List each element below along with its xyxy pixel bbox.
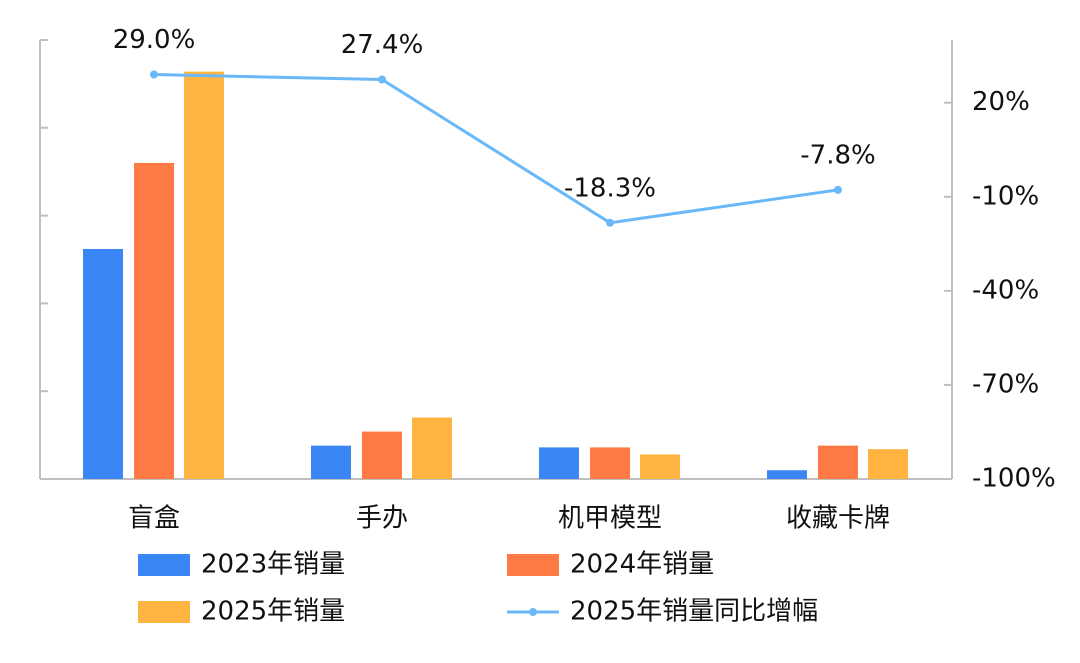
- line-point: [378, 75, 386, 84]
- x-tick-label: 手办: [356, 504, 408, 534]
- bar: [83, 248, 123, 479]
- line-point: [834, 185, 842, 194]
- y2-tick-label: -70%: [972, 369, 1039, 399]
- line: [153, 72, 839, 225]
- x-tick-label: 机甲模型: [558, 504, 662, 534]
- legend-label: 2023年销量: [201, 550, 345, 580]
- x-tick-label: 盲盒: [128, 504, 180, 534]
- y2-tick-label: -10%: [972, 181, 1039, 211]
- value-label: 29.0%: [113, 25, 196, 55]
- bar: [640, 454, 680, 479]
- legend-label: 2025年销量同比增幅: [570, 597, 818, 627]
- bar: [311, 445, 351, 479]
- y2-tick-label: 20%: [972, 87, 1030, 117]
- value-label: -7.8%: [800, 140, 875, 170]
- bar: [868, 449, 908, 479]
- bar: [184, 71, 224, 479]
- value-label: 27.4%: [341, 30, 424, 60]
- value-label: -18.3%: [564, 173, 656, 203]
- legend-swatch: [138, 554, 190, 576]
- bar: [539, 447, 579, 479]
- bar: [134, 162, 174, 480]
- bar: [818, 445, 858, 479]
- x-tick-label: 收藏卡牌: [786, 504, 890, 534]
- line-point: [606, 218, 614, 227]
- bar: [767, 470, 807, 479]
- y2-tick-label: -100%: [972, 464, 1056, 494]
- y2-tick-label: -40%: [972, 275, 1039, 305]
- legend-swatch: [138, 601, 190, 623]
- bar: [362, 431, 402, 479]
- bar: [412, 417, 452, 479]
- line-point: [150, 70, 158, 79]
- legend-dot: [529, 608, 537, 616]
- bar: [590, 447, 630, 479]
- legend-label: 2024年销量: [570, 550, 714, 580]
- legend-swatch: [507, 554, 559, 576]
- legend-label: 2025年销量: [201, 597, 345, 627]
